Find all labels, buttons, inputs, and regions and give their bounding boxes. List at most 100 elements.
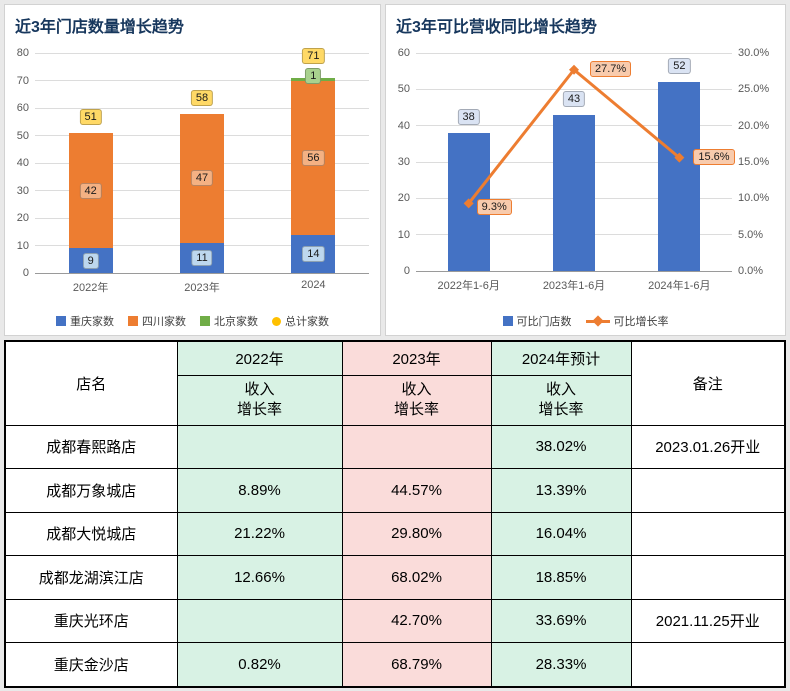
legend-item: 北京家数 xyxy=(200,313,258,329)
line-path xyxy=(467,67,681,205)
legend-item: 四川家数 xyxy=(128,313,186,329)
col-header-2023: 2023年 xyxy=(341,340,492,376)
col-header-2024: 2024年预计 xyxy=(490,340,632,376)
left-axis-label: 30 xyxy=(397,156,410,168)
gridline xyxy=(35,107,369,109)
growth-2023-cell: 68.02% xyxy=(341,555,492,600)
legend-label: 重庆家数 xyxy=(70,316,114,328)
x-axis-label: 2023年 xyxy=(184,282,220,294)
right-axis-label: 5.0% xyxy=(738,228,764,241)
legend-label: 北京家数 xyxy=(214,316,258,328)
gridline xyxy=(35,52,369,54)
legend-item: 可比增长率 xyxy=(585,313,669,329)
store-name-cell: 成都大悦城店 xyxy=(4,511,178,556)
y-axis-label: 70 xyxy=(16,74,29,87)
legend-item: 总计家数 xyxy=(272,313,329,329)
rate-value-label: 27.7% xyxy=(590,60,632,77)
growth-2022-cell xyxy=(176,424,343,469)
table-row: 重庆光环店 42.70% 33.69% 2021.11.25开业 xyxy=(4,598,786,643)
growth-2022-cell xyxy=(176,598,343,643)
bar-value-label: 43 xyxy=(562,90,586,107)
growth-2023-cell: 44.57% xyxy=(341,468,492,513)
y-axis-label: 80 xyxy=(16,47,29,59)
growth-2022-cell: 21.22% xyxy=(176,511,343,556)
note-cell xyxy=(630,468,786,513)
chart-legend: 重庆家数 四川家数 北京家数 总计家数 xyxy=(5,313,380,329)
segment-value-label: 1 xyxy=(305,67,322,84)
growth-2023-cell: 68.79% xyxy=(341,642,492,688)
left-axis-label: 10 xyxy=(397,228,410,241)
left-axis-label: 60 xyxy=(397,47,410,59)
rate-value-label: 9.3% xyxy=(476,199,512,216)
legend-square-marker xyxy=(56,316,66,326)
store-revenue-table: 店名 2022年 2023年 2024年预计 备注 收入 增长率 收入 增长率 … xyxy=(4,340,786,688)
chart-legend: 可比门店数 可比增长率 xyxy=(386,313,785,329)
gridline xyxy=(416,270,732,272)
legend-dot-marker xyxy=(272,316,281,326)
segment-value-label: 14 xyxy=(302,245,325,262)
gridline xyxy=(35,272,369,274)
note-cell: 2021.11.25开业 xyxy=(630,598,786,643)
col-header-2022: 2022年 xyxy=(176,340,343,376)
note-cell xyxy=(630,511,786,556)
subheader-2024-growth: 收入 增长率 xyxy=(490,374,632,426)
col-header-store: 店名 xyxy=(4,340,178,426)
table-row: 成都春熙路店 38.02% 2023.01.26开业 xyxy=(4,424,786,469)
line-diamond-marker xyxy=(569,64,579,75)
y-axis-label: 30 xyxy=(16,184,29,197)
store-name-cell: 成都龙湖滨江店 xyxy=(4,555,178,600)
store-name-cell: 重庆金沙店 xyxy=(4,642,178,688)
subheader-2022-growth: 收入 增长率 xyxy=(176,374,343,426)
left-axis-label: 20 xyxy=(397,192,410,205)
store-name-cell: 成都万象城店 xyxy=(4,468,178,513)
legend-square-marker xyxy=(200,316,210,326)
y-axis-label: 0 xyxy=(22,267,29,279)
right-axis-label: 25.0% xyxy=(738,83,770,96)
x-axis-label: 2022年 xyxy=(72,282,109,294)
right-axis-label: 30.0% xyxy=(738,47,770,59)
growth-2023-cell xyxy=(341,424,492,469)
legend-label: 总计家数 xyxy=(285,316,329,328)
bar-value-label: 52 xyxy=(668,58,691,75)
growth-2024-cell: 18.85% xyxy=(490,555,632,600)
bar-value-label: 38 xyxy=(457,108,480,125)
note-cell: 2023.01.26开业 xyxy=(630,424,786,469)
legend-label: 可比门店数 xyxy=(516,316,572,328)
store-growth-chart-panel: 近3年门店数量增长趋势 0 10 20 30 40 50 60 70 80 2022年 9 42 51 2… xyxy=(4,4,381,336)
legend-square-marker xyxy=(502,316,513,326)
gridline xyxy=(416,52,732,54)
legend-square-marker xyxy=(128,316,138,326)
total-value-label: 71 xyxy=(302,47,325,64)
growth-2024-cell: 13.39% xyxy=(490,468,632,513)
segment-value-label: 56 xyxy=(302,149,325,166)
revenue-growth-chart-panel: 近3年可比营收同比增长趋势 0 10 20 30 40 50 60 0.0% 5.0% 10.0%… xyxy=(385,4,786,336)
store-name-cell: 成都春熙路店 xyxy=(4,424,178,469)
growth-2023-cell: 42.70% xyxy=(341,598,492,643)
table-row: 成都大悦城店 21.22% 29.80% 16.04% xyxy=(4,511,786,556)
right-axis-label: 20.0% xyxy=(738,119,770,132)
x-axis-label: 2024 xyxy=(301,279,326,291)
growth-2023-cell: 29.80% xyxy=(341,511,492,556)
right-axis-label: 15.0% xyxy=(738,156,770,168)
store-growth-chart: 0 10 20 30 40 50 60 70 80 2022年 9 42 51 2023年 11 47 58 20… xyxy=(5,5,380,335)
revenue-growth-chart: 0 10 20 30 40 50 60 0.0% 5.0% 10.0% 15.0% 20.0% 25.0… xyxy=(386,5,785,335)
segment-value-label: 42 xyxy=(79,182,102,199)
bar xyxy=(553,114,595,271)
segment-value-label: 9 xyxy=(82,252,99,269)
right-axis-label: 10.0% xyxy=(738,192,770,205)
y-axis-label: 50 xyxy=(16,129,29,142)
growth-2024-cell: 16.04% xyxy=(490,511,632,556)
y-axis-label: 40 xyxy=(16,157,29,169)
gridline xyxy=(35,80,369,81)
store-growth-chart-title: 近3年门店数量增长趋势 xyxy=(15,19,184,36)
x-axis-label: 2024年1-6月 xyxy=(648,280,711,292)
x-axis-label: 2022年1-6月 xyxy=(437,280,500,292)
segment-value-label: 47 xyxy=(190,170,214,187)
segment-value-label: 11 xyxy=(191,249,213,266)
rate-value-label: 15.6% xyxy=(693,148,735,165)
left-axis-label: 50 xyxy=(397,83,410,96)
total-value-label: 58 xyxy=(190,89,214,106)
right-axis-label: 0.0% xyxy=(738,265,764,277)
x-axis-label: 2023年1-6月 xyxy=(542,280,606,292)
left-axis-label: 40 xyxy=(397,119,410,132)
